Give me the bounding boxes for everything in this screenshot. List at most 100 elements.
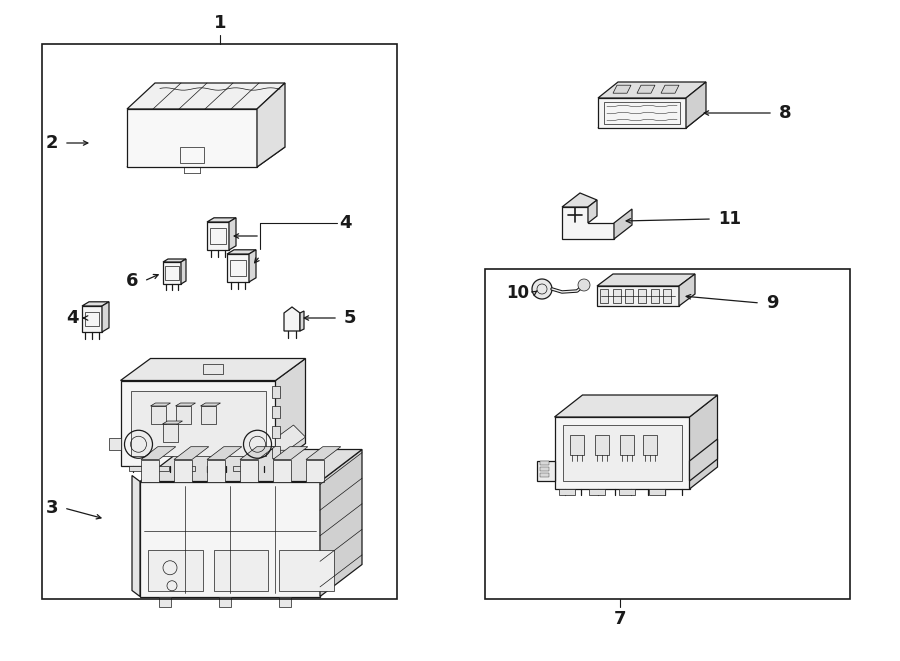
Polygon shape [614, 209, 632, 239]
Polygon shape [163, 262, 181, 284]
Polygon shape [159, 596, 171, 607]
Polygon shape [132, 475, 140, 596]
Polygon shape [249, 250, 256, 282]
Polygon shape [140, 449, 362, 481]
Text: 9: 9 [766, 294, 778, 312]
Polygon shape [181, 259, 186, 284]
Polygon shape [163, 421, 183, 424]
Bar [232, 465, 247, 471]
Text: 7: 7 [614, 610, 626, 628]
Polygon shape [536, 461, 554, 481]
Bar [589, 489, 605, 495]
Bar [155, 465, 168, 471]
Text: 3: 3 [46, 499, 58, 517]
Text: 5: 5 [344, 309, 356, 327]
Polygon shape [620, 435, 634, 455]
Polygon shape [320, 449, 362, 596]
Polygon shape [227, 254, 249, 282]
Polygon shape [562, 193, 597, 207]
Polygon shape [201, 406, 215, 424]
Polygon shape [661, 85, 679, 93]
Bar [181, 465, 194, 471]
Polygon shape [598, 112, 706, 128]
Bar [272, 426, 280, 438]
Bar [203, 364, 223, 374]
Bar [539, 461, 548, 465]
Text: 6: 6 [126, 272, 139, 290]
Polygon shape [275, 425, 305, 450]
Polygon shape [275, 358, 305, 465]
Polygon shape [207, 459, 225, 481]
Bar [613, 289, 621, 303]
Bar [618, 489, 634, 495]
Bar [539, 473, 548, 477]
Polygon shape [588, 200, 597, 223]
Polygon shape [150, 403, 170, 406]
Polygon shape [554, 395, 717, 417]
Bar [649, 489, 664, 495]
Bar [206, 465, 220, 471]
Polygon shape [643, 435, 657, 455]
Bar [148, 550, 202, 590]
Polygon shape [102, 302, 109, 332]
Polygon shape [82, 302, 109, 306]
Polygon shape [229, 218, 236, 250]
Polygon shape [109, 438, 121, 450]
Bar [210, 228, 226, 244]
Text: 11: 11 [718, 210, 742, 228]
Polygon shape [176, 406, 191, 424]
Polygon shape [284, 307, 300, 331]
Polygon shape [150, 406, 166, 424]
Polygon shape [121, 381, 275, 465]
Polygon shape [201, 403, 220, 406]
Polygon shape [597, 274, 695, 286]
Polygon shape [306, 459, 324, 481]
Bar [626, 289, 634, 303]
Polygon shape [597, 286, 679, 306]
Circle shape [532, 279, 552, 299]
Polygon shape [207, 218, 236, 222]
Polygon shape [174, 447, 209, 459]
Polygon shape [121, 358, 305, 381]
Polygon shape [689, 439, 717, 481]
Polygon shape [163, 424, 177, 442]
Text: 8: 8 [778, 104, 791, 122]
Polygon shape [689, 395, 717, 489]
Polygon shape [240, 459, 258, 481]
Bar [230, 260, 246, 276]
Text: 2: 2 [46, 134, 58, 152]
Polygon shape [595, 435, 609, 455]
Polygon shape [176, 403, 195, 406]
Circle shape [578, 279, 590, 291]
Bar [651, 289, 659, 303]
Polygon shape [686, 82, 706, 128]
Polygon shape [637, 85, 655, 93]
Polygon shape [240, 447, 274, 459]
Bar [279, 550, 334, 590]
Polygon shape [306, 447, 341, 459]
Bar [600, 289, 608, 303]
Polygon shape [141, 459, 159, 481]
Polygon shape [562, 207, 614, 239]
Polygon shape [257, 83, 285, 167]
Bar [604, 102, 680, 124]
Polygon shape [613, 85, 631, 93]
Bar [272, 405, 280, 418]
Bar [180, 147, 204, 163]
Polygon shape [227, 250, 256, 254]
Bar [85, 312, 99, 326]
Polygon shape [300, 311, 304, 331]
Polygon shape [130, 391, 266, 455]
Polygon shape [141, 447, 176, 459]
Polygon shape [279, 596, 291, 607]
Bar [213, 550, 268, 590]
Text: 4: 4 [338, 214, 351, 232]
Text: 10: 10 [507, 284, 529, 302]
Polygon shape [219, 596, 231, 607]
Bar [663, 289, 671, 303]
Polygon shape [140, 481, 320, 596]
Polygon shape [82, 306, 102, 332]
Text: 4: 4 [66, 309, 78, 327]
Bar [559, 489, 574, 495]
Polygon shape [598, 98, 686, 128]
